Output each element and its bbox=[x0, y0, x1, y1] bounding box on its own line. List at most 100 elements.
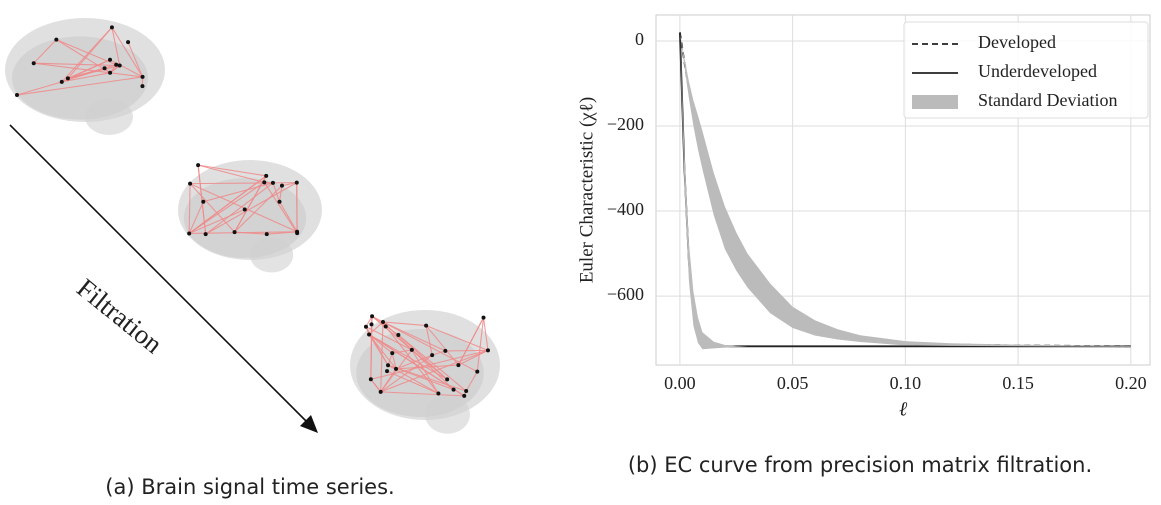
node bbox=[109, 25, 114, 30]
node bbox=[380, 319, 385, 324]
node bbox=[385, 369, 390, 374]
node bbox=[242, 207, 247, 212]
x-tick-label: 0.00 bbox=[664, 373, 696, 393]
edge bbox=[482, 317, 489, 351]
node bbox=[456, 363, 461, 368]
edge bbox=[368, 334, 397, 370]
edge bbox=[368, 334, 448, 380]
node bbox=[436, 391, 441, 396]
node bbox=[409, 347, 414, 352]
node bbox=[370, 314, 375, 319]
legend-swatch bbox=[912, 95, 958, 109]
edge bbox=[387, 352, 393, 366]
node bbox=[294, 180, 299, 185]
node bbox=[54, 37, 59, 42]
edge bbox=[197, 164, 265, 183]
node bbox=[108, 70, 113, 75]
edge bbox=[127, 41, 144, 78]
node bbox=[114, 62, 119, 67]
node bbox=[102, 66, 107, 71]
legend-label: Developed bbox=[978, 32, 1056, 52]
node bbox=[367, 332, 372, 337]
edge bbox=[387, 364, 467, 392]
node bbox=[201, 199, 206, 204]
node bbox=[295, 231, 300, 236]
legend bbox=[903, 21, 1149, 119]
node bbox=[430, 353, 435, 358]
edge bbox=[111, 27, 144, 78]
edge bbox=[16, 76, 143, 96]
edge bbox=[188, 201, 204, 234]
y-tick-label: −600 bbox=[607, 284, 644, 304]
edge bbox=[56, 39, 117, 66]
x-tick-label: 0.05 bbox=[777, 373, 809, 393]
edge bbox=[425, 325, 459, 366]
chart: 0 −200 −400 −600 0.00 0.05 0.10 0.15 0.20 ℓ Euler … bbox=[576, 14, 1151, 421]
edge bbox=[67, 27, 113, 79]
edge bbox=[380, 349, 413, 393]
edge bbox=[457, 317, 484, 366]
y-tick-label: −200 bbox=[607, 114, 644, 134]
brain-illustrations bbox=[5, 18, 500, 434]
y-axis-label: Euler Characteristic (χℓ) bbox=[576, 97, 597, 283]
edge bbox=[370, 378, 382, 393]
brain-stem bbox=[85, 98, 133, 135]
edge bbox=[425, 325, 489, 351]
arrow-head bbox=[300, 415, 318, 433]
node bbox=[481, 315, 486, 320]
node bbox=[140, 74, 145, 79]
node bbox=[15, 93, 20, 98]
edge bbox=[380, 391, 465, 397]
x-tick-label: 0.15 bbox=[1002, 373, 1034, 393]
edge bbox=[188, 175, 267, 234]
node bbox=[117, 63, 122, 68]
edge bbox=[445, 349, 488, 352]
node bbox=[464, 389, 469, 394]
node bbox=[65, 76, 70, 81]
node bbox=[232, 230, 237, 235]
node bbox=[368, 377, 373, 382]
caption: (a) Brain signal time series. bbox=[105, 475, 394, 499]
node bbox=[108, 57, 113, 62]
legend-label: Standard Deviation bbox=[978, 90, 1117, 110]
node bbox=[369, 322, 374, 327]
node bbox=[386, 363, 391, 368]
node bbox=[396, 332, 401, 337]
brain-stem bbox=[250, 237, 294, 273]
edge bbox=[431, 350, 446, 356]
edge bbox=[397, 334, 448, 380]
edge bbox=[476, 317, 485, 372]
node bbox=[126, 40, 131, 45]
edge bbox=[203, 182, 274, 203]
edge bbox=[380, 321, 384, 392]
edge bbox=[188, 208, 245, 234]
node bbox=[187, 231, 192, 236]
caption: (b) EC curve from precision matrix filtr… bbox=[628, 453, 1092, 477]
y-tick-label: 0 bbox=[635, 29, 644, 49]
edge bbox=[190, 182, 297, 185]
node bbox=[485, 348, 490, 353]
brain-stem bbox=[425, 395, 470, 434]
edge bbox=[189, 183, 235, 233]
edge bbox=[382, 321, 446, 352]
edge bbox=[33, 62, 120, 67]
edge bbox=[365, 316, 373, 327]
node bbox=[363, 324, 368, 329]
edge bbox=[278, 185, 283, 202]
edge bbox=[234, 185, 283, 233]
node bbox=[390, 351, 395, 356]
edge bbox=[279, 201, 298, 233]
edge bbox=[386, 370, 439, 395]
edge bbox=[188, 181, 265, 234]
legend-label: Underdeveloped bbox=[978, 61, 1097, 81]
node bbox=[279, 183, 284, 188]
edge bbox=[371, 315, 413, 351]
edge bbox=[109, 65, 121, 74]
edge bbox=[189, 183, 298, 233]
edge bbox=[368, 334, 465, 397]
x-tick-label: 0.10 bbox=[890, 373, 922, 393]
arrow-label: Filtration bbox=[71, 273, 168, 360]
edge bbox=[391, 353, 397, 369]
node bbox=[378, 389, 383, 394]
